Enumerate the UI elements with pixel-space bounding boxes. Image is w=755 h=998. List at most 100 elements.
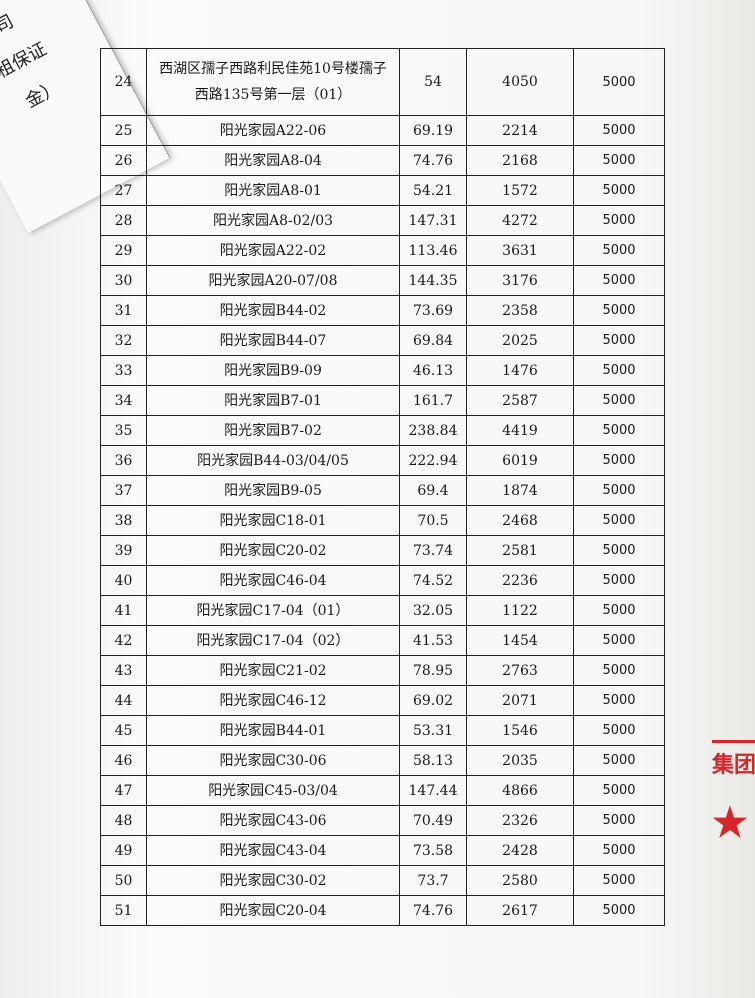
cell-text: 28	[114, 212, 133, 229]
table-cell: 阳光家园B44-01	[146, 715, 400, 746]
table-row: 42 阳光家园C17-04（02） 41.53 1454 5000	[100, 625, 665, 656]
cell-text: 35	[114, 422, 133, 439]
table-cell: 阳光家园B7-02	[146, 415, 400, 446]
table-cell: 2617	[466, 895, 574, 926]
cell-text: 阳光家园C20-04	[219, 902, 327, 919]
table-cell: 5000	[573, 175, 665, 206]
cell-text: 西湖区孺子西路利民佳苑10号楼孺子	[159, 61, 387, 77]
table-cell: 5000	[573, 685, 665, 716]
table-cell: 44	[100, 685, 147, 716]
table-cell: 2358	[466, 295, 574, 326]
table-cell: 阳光家园B7-01	[146, 385, 400, 416]
cell-text: 阳光家园B7-02	[224, 422, 322, 439]
table-cell: 42	[100, 625, 147, 656]
cell-text: 41	[114, 602, 133, 619]
cell-text: 阳光家园A8-01	[224, 182, 322, 199]
table-cell: 74.76	[399, 895, 467, 926]
cell-text: 27	[114, 182, 133, 199]
table-cell: 2035	[466, 745, 574, 776]
table-cell: 41.53	[399, 625, 467, 656]
table-cell: 5000	[573, 235, 665, 266]
table-cell: 阳光家园C46-04	[146, 565, 400, 596]
table-cell: 74.76	[399, 145, 467, 176]
table-cell: 阳光家园C43-06	[146, 805, 400, 836]
table-cell: 54	[399, 48, 467, 116]
table-cell: 5000	[573, 385, 665, 416]
cell-text: 阳光家园B9-09	[224, 362, 322, 379]
table-cell: 4866	[466, 775, 574, 806]
table-row: 32 阳光家园B44-07 69.84 2025 5000	[100, 325, 665, 356]
table-row: 47 阳光家园C45-03/04 147.44 4866 5000	[100, 775, 665, 806]
table-row: 48 阳光家园C43-06 70.49 2326 5000	[100, 805, 665, 836]
table-cell: 5000	[573, 115, 665, 146]
cell-text: 阳光家园A20-07/08	[208, 272, 338, 289]
table-cell: 47	[100, 775, 147, 806]
table-cell: 阳光家园A22-06	[146, 115, 400, 146]
table-cell: 70.5	[399, 505, 467, 536]
table-cell: 51	[100, 895, 147, 926]
table-cell: 69.02	[399, 685, 467, 716]
table-cell: 49	[100, 835, 147, 866]
table-cell: 阳光家园C17-04（01）	[146, 595, 400, 626]
table-row: 49 阳光家园C43-04 73.58 2428 5000	[100, 835, 665, 866]
table-cell: 5000	[573, 445, 665, 476]
table-cell: 1476	[466, 355, 574, 386]
cell-text: 阳光家园B44-02	[219, 302, 327, 319]
table-cell: 28	[100, 205, 147, 236]
cell-text: 阳光家园C30-02	[219, 872, 327, 889]
table-cell: 69.84	[399, 325, 467, 356]
table-cell: 53.31	[399, 715, 467, 746]
table-cell: 5000	[573, 355, 665, 386]
table-cell: 73.7	[399, 865, 467, 896]
cell-text: 阳光家园C17-04（01）	[196, 602, 350, 619]
cell-text: 阳光家园A22-02	[219, 242, 327, 259]
cell-text: 阳光家园C30-06	[219, 752, 327, 769]
table-cell: 2763	[466, 655, 574, 686]
table-row: 36 阳光家园B44-03/04/05 222.94 6019 5000	[100, 445, 665, 476]
table-cell: 阳光家园C46-12	[146, 685, 400, 716]
table-cell: 5000	[573, 145, 665, 176]
table-cell: 58.13	[399, 745, 467, 776]
table-row: 37 阳光家园B9-05 69.4 1874 5000	[100, 475, 665, 506]
table-cell: 78.95	[399, 655, 467, 686]
cell-text: 37	[114, 482, 133, 499]
cell-text: 阳光家园A8-04	[224, 152, 322, 169]
table-cell: 147.44	[399, 775, 467, 806]
cell-text: 48	[114, 812, 133, 829]
table-cell: 阳光家园C17-04（02）	[146, 625, 400, 656]
cell-text: 38	[114, 512, 133, 529]
table-row: 38 阳光家园C18-01 70.5 2468 5000	[100, 505, 665, 536]
cell-text: 40	[114, 572, 133, 589]
table-cell: 4050	[466, 48, 574, 116]
table: 24 西湖区孺子西路利民佳苑10号楼孺子 西路135号第一层（01） 54 4050 50…	[100, 48, 665, 926]
table-cell: 46	[100, 745, 147, 776]
cell-text: 阳光家园C46-12	[219, 692, 327, 709]
cell-text: 阳光家园C21-02	[219, 662, 327, 679]
table-cell: 2214	[466, 115, 574, 146]
cell-text: 阳光家园C20-02	[219, 542, 327, 559]
cell-text: 阳光家园A22-06	[219, 122, 327, 139]
table-cell: 5000	[573, 805, 665, 836]
table-cell: 222.94	[399, 445, 467, 476]
cell-text: 阳光家园C18-01	[219, 512, 327, 529]
cell-text: 49	[114, 842, 133, 859]
table-cell: 3631	[466, 235, 574, 266]
table-cell: 阳光家园A8-04	[146, 145, 400, 176]
table-cell: 32	[100, 325, 147, 356]
table-cell: 41	[100, 595, 147, 626]
table-cell: 5000	[573, 655, 665, 686]
table-cell: 5000	[573, 505, 665, 536]
table-row: 34 阳光家园B7-01 161.7 2587 5000	[100, 385, 665, 416]
cell-text: 25	[114, 122, 133, 139]
cell-text: 阳光家园C43-06	[219, 812, 327, 829]
cell-text: 阳光家园B44-07	[219, 332, 327, 349]
table-cell: 147.31	[399, 205, 467, 236]
table-row: 44 阳光家园C46-12 69.02 2071 5000	[100, 685, 665, 716]
table-cell: 40	[100, 565, 147, 596]
table-cell: 73.74	[399, 535, 467, 566]
table-cell: 阳光家园A22-02	[146, 235, 400, 266]
cell-text: 43	[114, 662, 133, 679]
table-cell: 73.69	[399, 295, 467, 326]
table-cell: 5000	[573, 865, 665, 896]
